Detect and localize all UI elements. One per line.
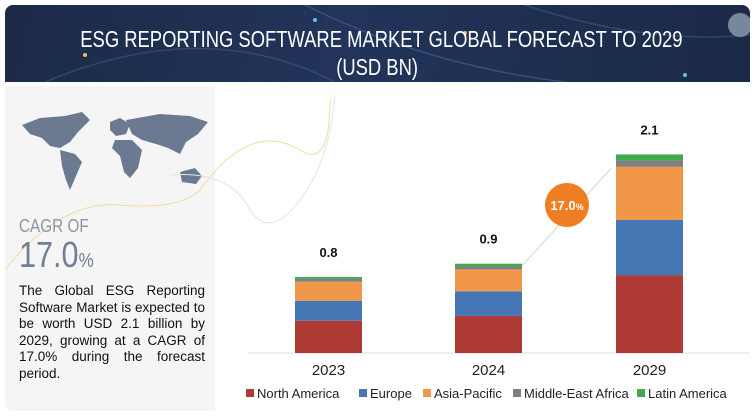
bar-segment-europe-2023 — [295, 300, 362, 321]
cagr-badge — [545, 183, 589, 227]
legend-label-middle-east-africa: Middle-East Africa — [524, 386, 630, 401]
chart-header: ESG REPORTING SOFTWARE MARKET GLOBAL FOR… — [5, 5, 750, 82]
legend-swatch-middle-east-africa — [513, 389, 521, 397]
total-label-2024: 0.9 — [479, 232, 497, 247]
header-background-decoration — [44, 5, 750, 82]
bar-segment-europe-2024 — [455, 291, 522, 316]
cagr-badge-text: 17.0% — [550, 198, 583, 213]
legend-label-asia-pacific: Asia-Pacific — [434, 386, 502, 401]
bar-segment-latin-america-2029 — [616, 154, 683, 161]
cagr-label: CAGR OF — [19, 216, 89, 236]
title-line-1: ESG REPORTING SOFTWARE MARKET GLOBAL FOR… — [80, 26, 683, 52]
legend-label-latin-america: Latin America — [648, 386, 728, 401]
title-line-2: (USD BN) — [336, 54, 419, 80]
legend-swatch-north-america — [246, 389, 254, 397]
lens-scan-icon[interactable] — [728, 13, 750, 37]
total-label-2023: 0.8 — [319, 245, 337, 260]
legend-label-north-america: North America — [257, 386, 340, 401]
total-label-2029: 2.1 — [640, 122, 658, 137]
bar-segment-middle-east-africa-2029 — [616, 160, 683, 167]
bar-segment-asia-pacific-2024 — [455, 269, 522, 292]
market-description: The Global ESG Reporting Software Market… — [19, 283, 205, 381]
cagr-value: 17.0% — [19, 234, 94, 275]
bar-segment-europe-2029 — [616, 220, 683, 276]
bar-segment-middle-east-africa-2023 — [295, 278, 362, 282]
bar-segment-middle-east-africa-2024 — [455, 266, 522, 270]
bar-segment-asia-pacific-2029 — [616, 166, 683, 220]
bar-segment-latin-america-2023 — [295, 277, 362, 279]
x-tick-label-2029: 2029 — [633, 362, 666, 379]
bar-segment-north-america-2024 — [455, 315, 522, 353]
bar-segment-north-america-2023 — [295, 320, 362, 353]
bar-segment-north-america-2029 — [616, 275, 683, 353]
legend-swatch-europe — [359, 389, 367, 397]
legend-swatch-asia-pacific — [423, 389, 431, 397]
legend-label-europe: Europe — [370, 386, 412, 401]
bar-segment-asia-pacific-2023 — [295, 281, 362, 301]
world-map-icon — [22, 112, 208, 190]
x-tick-label-2024: 2024 — [472, 362, 505, 379]
x-tick-label-2023: 2023 — [312, 362, 345, 379]
legend-swatch-latin-america — [637, 389, 645, 397]
bar-segment-latin-america-2024 — [455, 263, 522, 267]
